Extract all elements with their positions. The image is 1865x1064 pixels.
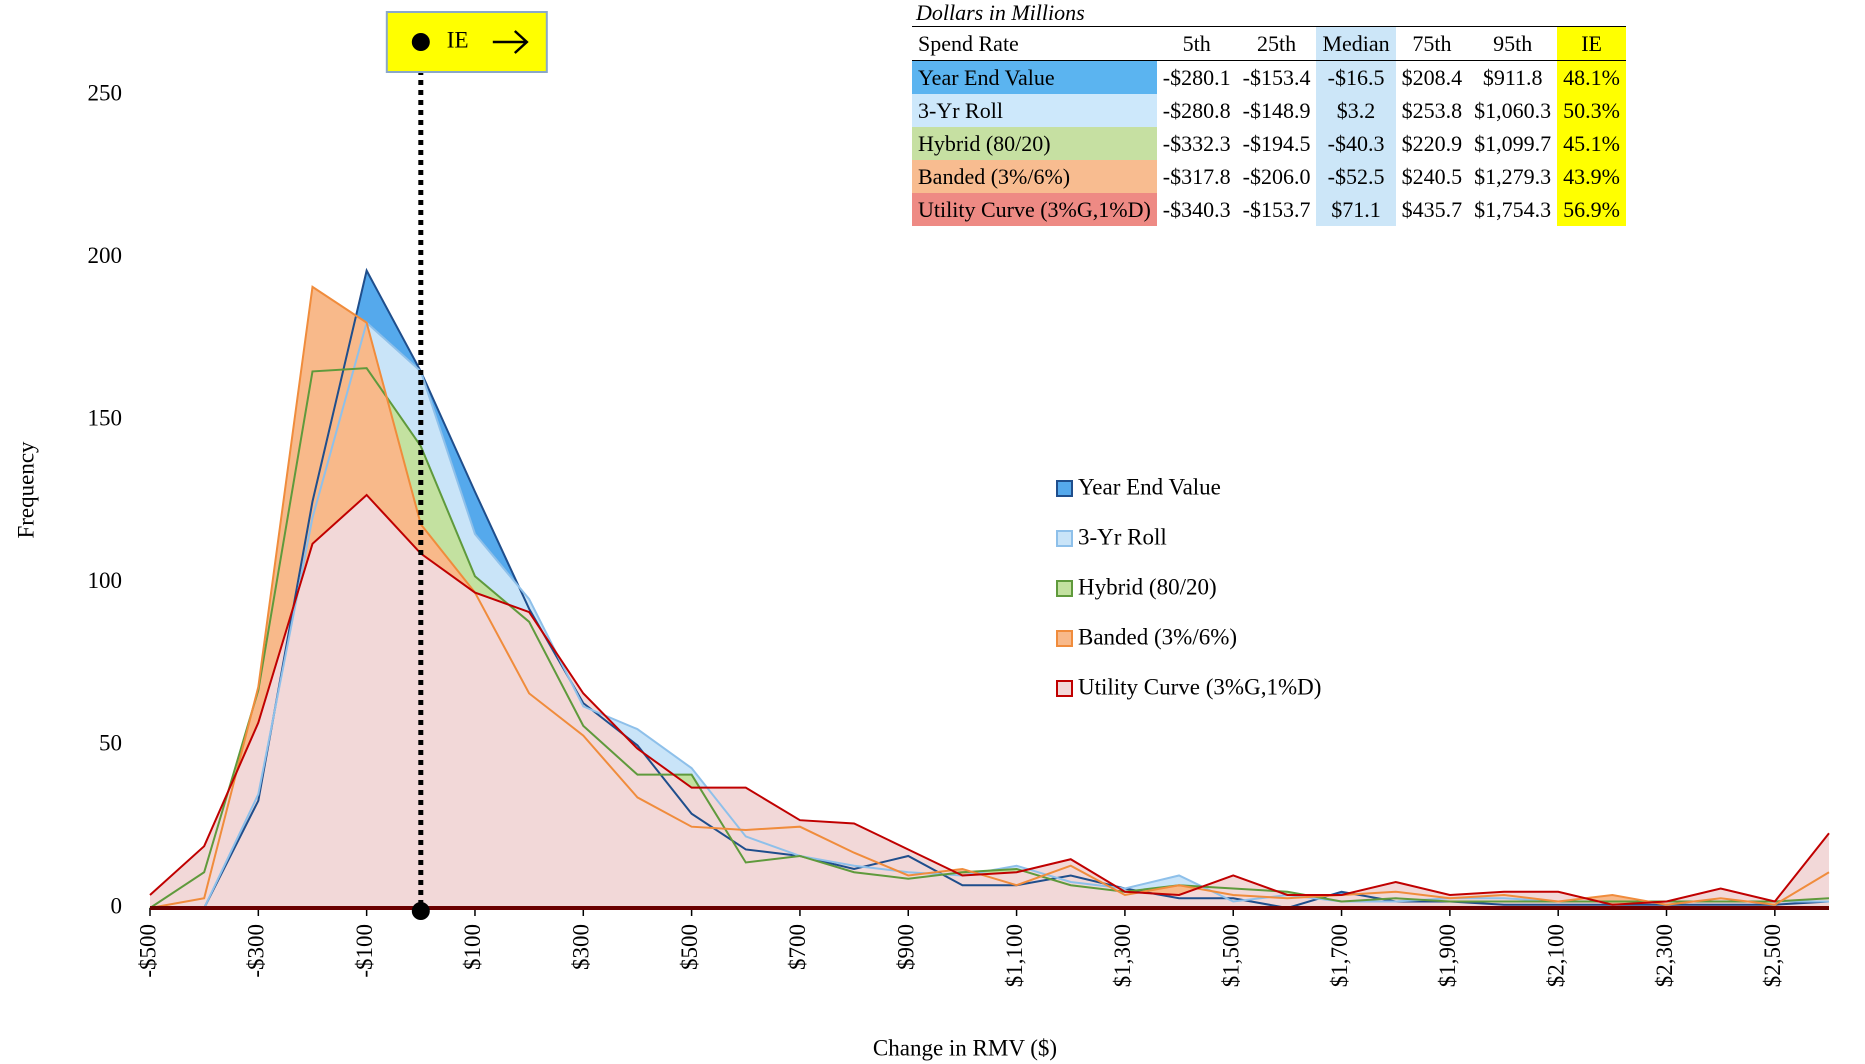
area — [150, 494, 1829, 908]
table-cell: -$206.0 — [1242, 163, 1311, 189]
table-cell: $1,754.3 — [1474, 196, 1552, 222]
table-cell: -$340.3 — [1162, 196, 1231, 222]
y-tick-label: 250 — [88, 80, 123, 105]
header-cell: 75th — [1395, 26, 1469, 61]
header-cell: 5th — [1156, 26, 1237, 61]
table-row: 3-Yr Roll -$280.8 -$148.9 $3.2 $253.8 $1,060.… — [912, 94, 1626, 127]
line — [150, 267, 1830, 910]
legend-swatch — [1056, 530, 1073, 547]
table-cell: $208.4 — [1401, 64, 1463, 90]
legend-swatch — [1056, 630, 1073, 647]
table-cell: -$52.5 — [1316, 160, 1396, 193]
table-cell: Banded (3%/6%) — [912, 160, 1157, 193]
y-tick-label: 0 — [111, 893, 123, 918]
table-cell: -$280.8 — [1162, 97, 1231, 123]
table-row: Hybrid (80/20) -$332.3 -$194.5 -$40.3 $220.9… — [912, 127, 1626, 160]
table-cell: 45.1% — [1557, 127, 1626, 160]
table-cell: -$40.3 — [1316, 127, 1396, 160]
table-cell: 56.9% — [1557, 193, 1626, 226]
legend-label: Hybrid (80/20) — [1078, 574, 1217, 599]
x-tick-label: -$300 — [244, 924, 269, 978]
table-cell: -$332.3 — [1162, 130, 1231, 156]
x-tick-label: $500 — [677, 924, 702, 970]
x-tick-label: $700 — [785, 924, 810, 970]
stats-table: Dollars in Millions Spend Rate 5th 25th Med… — [912, 0, 1626, 226]
legend-label: Banded (3%/6%) — [1078, 624, 1237, 649]
table-cell: -$16.5 — [1316, 60, 1396, 94]
table-header-row: Spend Rate 5th 25th Median 75th 95th IE — [912, 26, 1626, 61]
table-row: Year End Value -$280.1 -$153.4 -$16.5 $208.4… — [912, 60, 1626, 94]
table-cell: $1,060.3 — [1474, 97, 1552, 123]
x-tick-label: $2,300 — [1652, 924, 1677, 987]
table-cell: $71.1 — [1316, 193, 1396, 226]
table-cell: Utility Curve (3%G,1%D) — [912, 193, 1157, 226]
table-cell: $435.7 — [1401, 196, 1463, 222]
table-cell: $253.8 — [1401, 97, 1463, 123]
x-tick-label: $1,300 — [1110, 924, 1135, 987]
table-cell: Year End Value — [912, 60, 1157, 94]
x-tick-label: $1,700 — [1327, 924, 1352, 987]
table-cell: $3.2 — [1316, 94, 1396, 127]
table-cell: $1,099.7 — [1474, 130, 1552, 156]
x-tick-label: $1,900 — [1435, 924, 1460, 987]
header-cell: Spend Rate — [912, 26, 1157, 61]
table-cell: $240.5 — [1401, 163, 1463, 189]
table-title: Dollars in Millions — [916, 0, 1085, 25]
table-cell: 48.1% — [1557, 60, 1626, 94]
legend-label: 3-Yr Roll — [1078, 524, 1167, 549]
table-cell: -$280.1 — [1162, 64, 1231, 90]
ie-arrow — [492, 30, 529, 54]
header-cell: 25th — [1236, 26, 1317, 61]
legend-swatch — [1056, 680, 1073, 697]
y-tick-label: 100 — [88, 568, 123, 593]
legend-swatch — [1056, 580, 1073, 597]
y-axis-title: Frequency — [13, 441, 38, 539]
x-tick-label: $900 — [894, 924, 919, 970]
x-tick-label: -$100 — [352, 924, 377, 978]
header-cell: 95th — [1468, 26, 1558, 61]
table-cell: 43.9% — [1557, 160, 1626, 193]
y-tick-label: 150 — [88, 405, 123, 430]
table-cell: $911.8 — [1482, 64, 1543, 90]
table-cell: -$194.5 — [1242, 130, 1311, 156]
header-cell: Median — [1316, 26, 1396, 61]
table-cell: -$153.4 — [1242, 64, 1311, 90]
y-tick-label: 50 — [99, 731, 122, 756]
ie-label: IE — [447, 27, 469, 52]
x-tick-label: $2,500 — [1760, 924, 1785, 987]
ie-dot — [411, 33, 430, 51]
y-tick-label: 200 — [88, 243, 123, 268]
line — [149, 367, 1830, 909]
table-row: Banded (3%/6%) -$317.8 -$206.0 -$52.5 $240.5… — [912, 160, 1626, 193]
table-cell: $220.9 — [1401, 130, 1463, 156]
x-tick-label: $300 — [569, 924, 594, 970]
line — [149, 493, 1830, 906]
table-cell: 50.3% — [1557, 94, 1626, 127]
table-cell: $1,279.3 — [1474, 163, 1552, 189]
table-cell: -$148.9 — [1242, 97, 1311, 123]
ie-dot — [411, 902, 430, 920]
x-tick-label: $100 — [460, 924, 485, 970]
x-axis-title: Change in RMV ($) — [873, 1035, 1057, 1060]
line — [149, 285, 1830, 909]
legend-swatch — [1056, 480, 1073, 497]
table-cell: -$153.7 — [1242, 196, 1311, 222]
x-tick-label: -$500 — [135, 924, 160, 978]
table-cell: -$317.8 — [1162, 163, 1231, 189]
x-tick-label: $1,500 — [1219, 924, 1244, 987]
header-cell: IE — [1557, 26, 1626, 61]
legend-label: Utility Curve (3%G,1%D) — [1078, 674, 1321, 699]
x-tick-label: $2,100 — [1543, 924, 1568, 987]
table-cell: 3-Yr Roll — [912, 94, 1157, 127]
legend-label: Year End Value — [1078, 474, 1221, 499]
table-row: Utility Curve (3%G,1%D) -$340.3 -$153.7 $71… — [912, 193, 1626, 226]
table-cell: Hybrid (80/20) — [912, 127, 1157, 160]
x-tick-label: $1,100 — [1002, 924, 1027, 987]
